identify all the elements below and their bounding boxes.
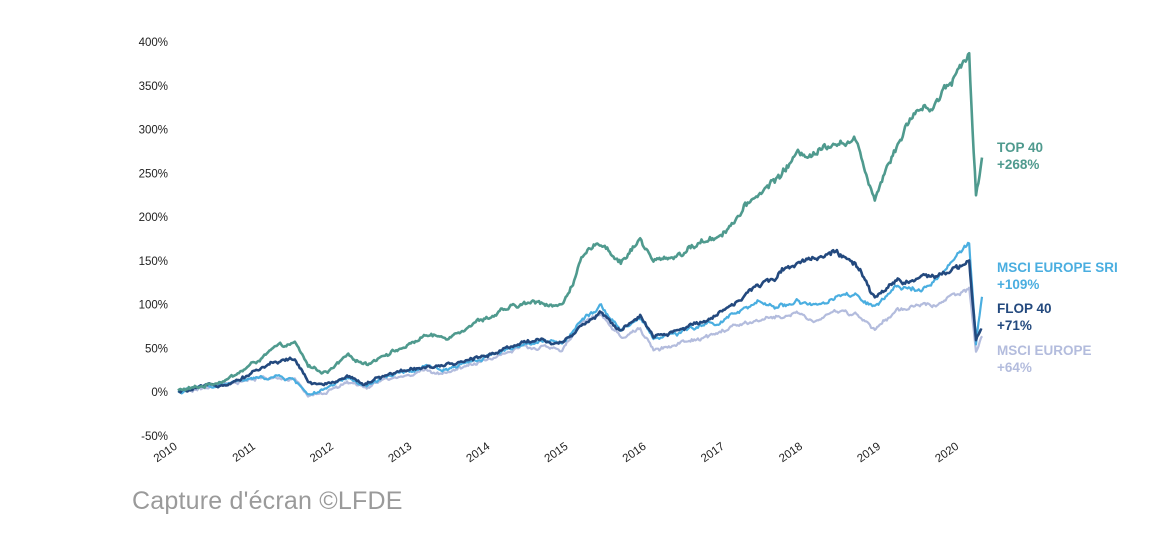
x-tick-label: 2017 (699, 441, 727, 466)
image-caption: Capture d'écran ©LFDE (132, 487, 403, 515)
series-value-label: +268% (997, 157, 1039, 172)
series-line-top-40 (177, 51, 984, 392)
x-tick-label: 2020 (933, 441, 961, 466)
series-name-label: MSCI EUROPE (997, 343, 1092, 358)
x-tick-label: 2018 (777, 441, 805, 466)
y-tick-label: 300% (139, 125, 168, 137)
end-label-msci-europe: MSCI EUROPE +64% (997, 343, 1092, 375)
y-tick-label: -50% (141, 431, 168, 443)
x-tick-label: 2011 (231, 441, 258, 465)
x-tick-label: 2015 (543, 441, 571, 466)
x-tick-label: 2014 (465, 440, 493, 465)
y-tick-label: 150% (139, 256, 168, 268)
y-tick-label: 0% (151, 387, 168, 399)
series-value-label: +64% (997, 360, 1032, 375)
x-tick-label: 2016 (621, 441, 649, 466)
y-tick-label: 250% (139, 168, 168, 180)
x-tick-label: 2012 (308, 441, 336, 466)
series-name-label: TOP 40 (997, 140, 1043, 155)
y-axis-ticks: -50% 0% 50% 100% 150% 200% 250% 300% 350% 400% (139, 37, 168, 443)
y-tick-label: 400% (139, 37, 168, 49)
series-line-msci-europe (177, 286, 983, 398)
y-tick-label: 350% (139, 81, 168, 93)
x-tick-label: 2010 (152, 441, 180, 466)
y-tick-label: 100% (139, 300, 168, 312)
x-axis-ticks: 2010 2011 2012 2013 2014 2015 2016 2017 2018 2019… (152, 440, 961, 465)
series-value-label: +109% (997, 277, 1039, 292)
end-label-msci-europe-sri: MSCI EUROPE SRI +109% (997, 260, 1118, 292)
series-value-label: +71% (997, 318, 1032, 333)
y-tick-label: 200% (139, 212, 168, 224)
series-name-label: FLOP 40 (997, 301, 1052, 316)
end-label-top-40: TOP 40 +268% (997, 140, 1043, 172)
x-tick-label: 2019 (855, 441, 883, 466)
series-line-msci-europe-sri (177, 241, 984, 396)
series-lines (177, 51, 984, 398)
y-tick-label: 50% (145, 343, 168, 355)
end-label-flop-40: FLOP 40 +71% (997, 301, 1052, 333)
line-chart: -50% 0% 50% 100% 150% 200% 250% 300% 350% 400% 20… (139, 37, 1118, 465)
end-labels: TOP 40 +268% MSCI EUROPE SRI +109% FLOP 40 +7… (997, 140, 1118, 375)
x-tick-label: 2013 (386, 441, 414, 466)
series-line-flop-40 (177, 248, 983, 394)
series-name-label: MSCI EUROPE SRI (997, 260, 1118, 275)
